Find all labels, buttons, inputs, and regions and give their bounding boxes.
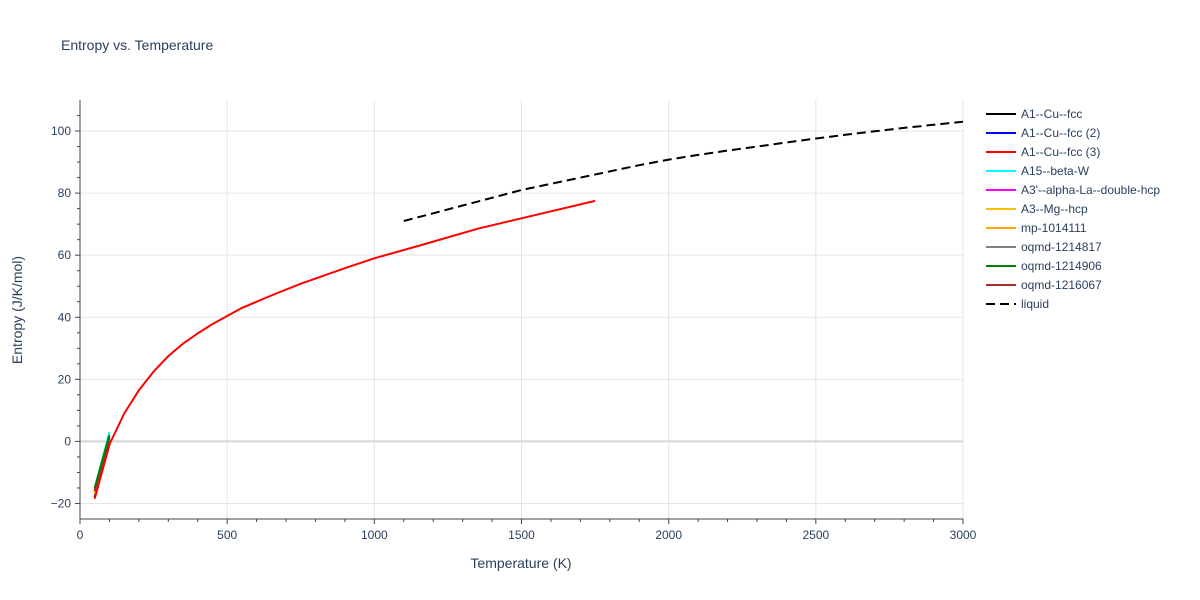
y-tick-labels: −20 0 20 40 60 80 100 [51,124,72,510]
legend-label: A15--beta-W [1021,164,1090,178]
legend-item[interactable]: oqmd-1214906 [986,259,1102,273]
legend-label: A1--Cu--fcc [1021,107,1082,121]
legend-item[interactable]: A1--Cu--fcc (3) [986,145,1100,159]
y-tick-label: 60 [58,248,72,262]
y-axis-title: Entropy (J/K/mol) [9,256,25,364]
legend[interactable]: A1--Cu--fcc A1--Cu--fcc (2) A1--Cu--fcc (3… [986,107,1160,311]
series-layer [93,120,964,500]
y-tick-label: 0 [64,434,71,448]
x-tick-label: 0 [77,528,84,542]
legend-item[interactable]: mp-1014111 [986,221,1087,235]
y-tick-label: 80 [58,186,72,200]
axes [75,100,964,524]
legend-item[interactable]: A3'--alpha-La--double-hcp [986,183,1160,197]
x-tick-label: 1500 [508,528,535,542]
series-line-10 [403,120,964,222]
legend-item[interactable]: A15--beta-W [986,164,1090,178]
x-axis-title: Temperature (K) [470,555,571,571]
x-tick-label: 2500 [802,528,829,542]
legend-item[interactable]: liquid [986,297,1049,311]
legend-label: oqmd-1214906 [1021,259,1102,273]
legend-label: A1--Cu--fcc (2) [1021,126,1100,140]
x-tick-label: 3000 [950,528,977,542]
legend-label: oqmd-1216067 [1021,278,1102,292]
legend-item[interactable]: oqmd-1214817 [986,240,1102,254]
legend-label: mp-1014111 [1021,221,1087,235]
x-tick-labels: 0 500 1000 1500 2000 2500 3000 [77,528,977,542]
legend-label: A3--Mg--hcp [1021,202,1088,216]
legend-item[interactable]: A1--Cu--fcc [986,107,1082,121]
legend-label: A3'--alpha-La--double-hcp [1021,183,1160,197]
y-tick-label: 20 [58,372,72,386]
y-tick-label: −20 [51,496,72,510]
chart-title: Entropy vs. Temperature [61,37,213,53]
grid [80,100,964,519]
y-tick-label: 40 [58,310,72,324]
legend-item[interactable]: oqmd-1216067 [986,278,1102,292]
legend-label: A1--Cu--fcc (3) [1021,145,1100,159]
x-tick-label: 2000 [655,528,682,542]
legend-item[interactable]: A3--Mg--hcp [986,202,1088,216]
x-tick-label: 500 [217,528,237,542]
series-line-2 [93,199,596,500]
y-tick-label: 100 [51,124,71,138]
legend-label: oqmd-1214817 [1021,240,1102,254]
series-line-8 [93,434,111,489]
legend-label: liquid [1021,297,1049,311]
legend-item[interactable]: A1--Cu--fcc (2) [986,126,1100,140]
x-tick-label: 1000 [361,528,388,542]
